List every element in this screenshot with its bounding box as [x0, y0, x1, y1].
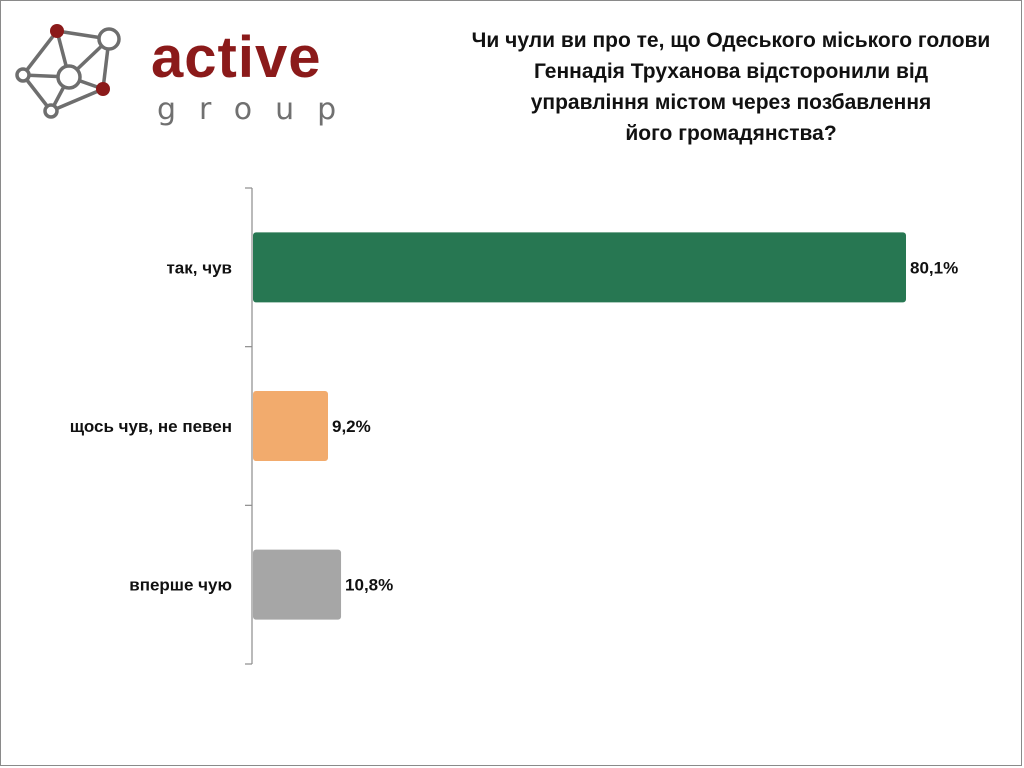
- data-label: 9,2%: [332, 417, 371, 436]
- data-label: 80,1%: [910, 258, 958, 277]
- category-label: вперше чую: [129, 576, 232, 595]
- data-label: 10,8%: [345, 576, 393, 595]
- bar: [253, 549, 342, 620]
- logo-subtitle: group: [157, 92, 360, 127]
- active-group-logo: active group: [11, 15, 341, 125]
- category-label: так, чув: [166, 258, 232, 277]
- bar: [253, 232, 906, 303]
- logo-wordmark: active: [151, 25, 322, 90]
- network-logo-icon: [15, 24, 121, 119]
- bar: [253, 391, 329, 461]
- category-label: щось чув, не певен: [70, 417, 232, 436]
- chart-title: Чи чули ви про те, що Одеського міського…: [471, 29, 991, 145]
